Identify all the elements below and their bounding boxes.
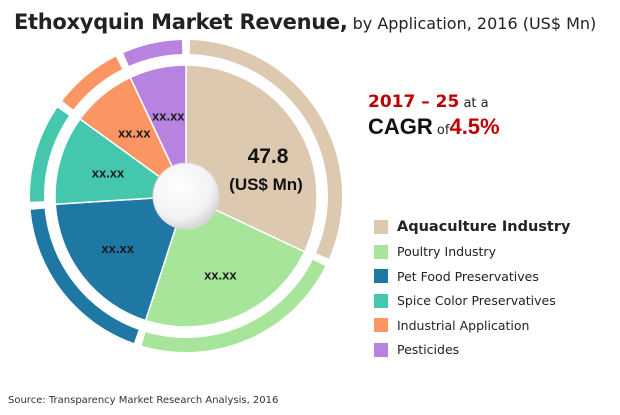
slice-label-poultry-industry: xx.xx bbox=[204, 267, 237, 282]
cagr-of: of bbox=[432, 123, 450, 138]
legend-label: Industrial Application bbox=[397, 317, 530, 333]
legend-label: Poultry Industry bbox=[397, 244, 496, 260]
legend: Aquaculture Industry Poultry Industry Pe… bbox=[374, 215, 570, 362]
chart-title: Ethoxyquin Market Revenue, by Applicatio… bbox=[14, 10, 596, 34]
slice-label-industrial-application: xx.xx bbox=[118, 125, 151, 140]
cagr-value: 4.5% bbox=[449, 114, 500, 139]
center-circle bbox=[152, 162, 220, 230]
aquaculture-unit-label: (US$ Mn) bbox=[229, 175, 303, 194]
chart-title-sub: by Application, 2016 (US$ Mn) bbox=[347, 14, 597, 33]
cagr-label: CAGR bbox=[368, 114, 433, 139]
pie-slices bbox=[54, 64, 318, 328]
legend-label: Aquaculture Industry bbox=[397, 219, 571, 236]
legend-item-spice-color: Spice Color Preservatives bbox=[374, 289, 570, 314]
cagr-years: 2017 – 25 bbox=[368, 92, 460, 112]
legend-swatch bbox=[374, 220, 388, 235]
legend-swatch bbox=[374, 342, 388, 357]
legend-item-industrial: Industrial Application bbox=[374, 313, 570, 338]
ring-segment-pesticides bbox=[123, 40, 183, 66]
legend-swatch bbox=[374, 244, 388, 259]
legend-swatch bbox=[374, 269, 388, 284]
slice-label-spice-color-preservatives: xx.xx bbox=[92, 165, 125, 180]
legend-label: Spice Color Preservatives bbox=[397, 293, 556, 309]
cagr-at-a: at a bbox=[459, 96, 489, 111]
legend-label: Pesticides bbox=[397, 342, 460, 358]
legend-swatch bbox=[374, 318, 388, 333]
ring-segment-poultry-industry bbox=[141, 259, 326, 352]
slice-label-pesticides: xx.xx bbox=[152, 109, 185, 124]
source-note: Source: Transparency Market Research Ana… bbox=[8, 395, 279, 406]
legend-swatch bbox=[374, 293, 388, 308]
aquaculture-value-label: 47.8 bbox=[248, 145, 289, 168]
outer-ring bbox=[30, 40, 342, 352]
ring-segment-spice-color-preservatives bbox=[30, 107, 69, 202]
legend-item-pesticides: Pesticides bbox=[374, 338, 570, 363]
legend-item-poultry: Poultry Industry bbox=[374, 240, 570, 265]
legend-item-pet-food: Pet Food Preservatives bbox=[374, 264, 570, 289]
legend-label: Pet Food Preservatives bbox=[397, 268, 539, 284]
ring-segment-aquaculture-industry bbox=[189, 40, 342, 259]
slice-label-pet-food-preservatives: xx.xx bbox=[101, 241, 134, 256]
cagr-callout: 2017 – 25 at a CAGR of4.5% bbox=[368, 92, 500, 140]
center-hole bbox=[152, 162, 220, 230]
pie-slice-pet-food-preservatives bbox=[54, 195, 188, 322]
ring-segment-pet-food-preservatives bbox=[30, 208, 139, 344]
chart-title-main: Ethoxyquin Market Revenue, bbox=[14, 10, 348, 34]
legend-item-aquaculture: Aquaculture Industry bbox=[374, 215, 570, 240]
pie-slice-aquaculture-industry bbox=[185, 64, 318, 253]
ring-segment-industrial-application bbox=[62, 56, 123, 110]
pie-slice-spice-color-preservatives bbox=[54, 117, 189, 206]
pie-slice-pesticides bbox=[129, 64, 187, 197]
